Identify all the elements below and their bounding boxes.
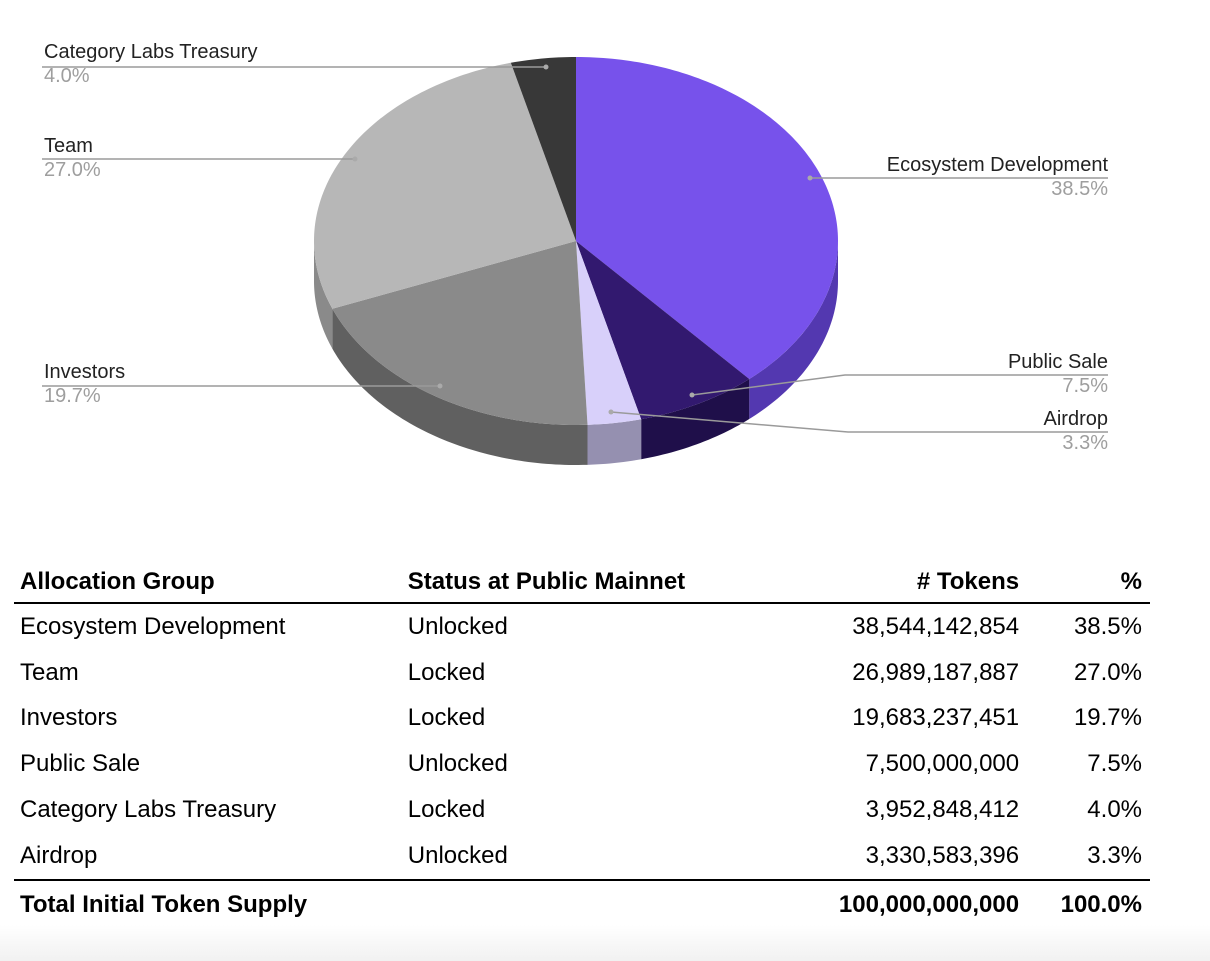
pie-slice-public-sale xyxy=(576,241,750,420)
pie-side-2 xyxy=(587,419,642,465)
pie-slice-airdrop xyxy=(576,241,642,425)
pie-slice-investors xyxy=(332,241,588,425)
leader-dot-4 xyxy=(352,156,358,162)
allocation-table: Allocation Group Status at Public Mainne… xyxy=(14,562,1150,929)
header-group: Allocation Group xyxy=(14,562,402,604)
table-row: Investors Locked 19,683,237,451 19.7% xyxy=(14,696,1150,742)
cell-group: Team xyxy=(20,658,79,686)
cell-percent: 27.0% xyxy=(1073,658,1142,686)
cell-status: Unlocked xyxy=(407,841,508,869)
pie-side-3 xyxy=(332,308,588,465)
cell-percent: 38.5% xyxy=(1073,612,1142,640)
header-status: Status at Public Mainnet xyxy=(401,562,778,604)
cell-percent: 4.0% xyxy=(1087,796,1142,824)
label-public-sale: Public Sale 7.5% xyxy=(1007,351,1108,397)
label-investors: Investors 19.7% xyxy=(44,361,126,407)
header-percent: % xyxy=(1027,562,1150,604)
leader-dot-0 xyxy=(807,175,813,181)
pie-side-0 xyxy=(749,241,838,420)
cell-tokens: 3,952,848,412 xyxy=(865,796,1020,824)
cell-group: Public Sale xyxy=(20,750,141,778)
table-row: Team Locked 26,989,187,887 27.0% xyxy=(14,650,1150,696)
cell-tokens: 7,500,000,000 xyxy=(865,750,1020,778)
cell-group: Ecosystem Development xyxy=(20,612,286,640)
table-row: Airdrop Unlocked 3,330,583,396 3.3% xyxy=(14,833,1150,880)
leader-dot-3 xyxy=(437,383,443,389)
total-label: Total Initial Token Supply xyxy=(14,878,402,929)
table-row: Category Labs Treasury Locked 3,952,848,41… xyxy=(14,787,1150,833)
cell-tokens: 38,544,142,854 xyxy=(852,612,1020,640)
label-team: Team 27.0% xyxy=(44,135,101,181)
cell-tokens: 26,989,187,887 xyxy=(852,658,1020,686)
leader-dot-2 xyxy=(608,409,614,415)
bottom-fade xyxy=(0,925,1210,961)
pie-slice-team xyxy=(314,62,576,309)
cell-group: Category Labs Treasury xyxy=(20,796,277,824)
cell-status: Locked xyxy=(407,704,486,732)
leader-dot-1 xyxy=(689,392,695,398)
label-ecosystem: Ecosystem Development 38.5% xyxy=(886,154,1108,200)
table-header: Allocation Group Status at Public Mainne… xyxy=(14,562,1150,604)
leader-line-2 xyxy=(610,411,1108,433)
cell-status: Locked xyxy=(407,658,486,686)
leader-line-1 xyxy=(691,374,1108,396)
label-airdrop: Airdrop 3.3% xyxy=(1043,408,1108,454)
table-row: Public Sale Unlocked 7,500,000,000 7.5% xyxy=(14,741,1150,787)
total-status xyxy=(401,878,778,929)
leader-dot-5 xyxy=(543,64,549,70)
cell-percent: 7.5% xyxy=(1087,750,1142,778)
header-tokens: # Tokens xyxy=(777,562,1028,604)
cell-status: Locked xyxy=(407,796,486,824)
pie-side-4 xyxy=(314,241,333,349)
cell-tokens: 19,683,237,451 xyxy=(852,704,1020,732)
cell-percent: 19.7% xyxy=(1073,704,1142,732)
cell-group: Airdrop xyxy=(20,841,98,869)
cell-tokens: 3,330,583,396 xyxy=(865,841,1020,869)
table-row: Ecosystem Development Unlocked 38,544,142,… xyxy=(14,603,1150,650)
total-percent: 100.0% xyxy=(1027,878,1150,929)
cell-status: Unlocked xyxy=(407,750,508,778)
pie-slice-ecosystem-development xyxy=(576,57,838,380)
cell-group: Investors xyxy=(20,704,118,732)
label-treasury: Category Labs Treasury 4.0% xyxy=(44,41,258,87)
total-tokens: 100,000,000,000 xyxy=(777,878,1028,929)
cell-percent: 3.3% xyxy=(1087,841,1142,869)
pie-slice-category-labs-treasury xyxy=(510,57,576,241)
total-row: Total Initial Token Supply 100,000,000,0… xyxy=(14,878,1150,929)
cell-status: Unlocked xyxy=(407,612,508,640)
pie-chart xyxy=(42,57,1108,465)
